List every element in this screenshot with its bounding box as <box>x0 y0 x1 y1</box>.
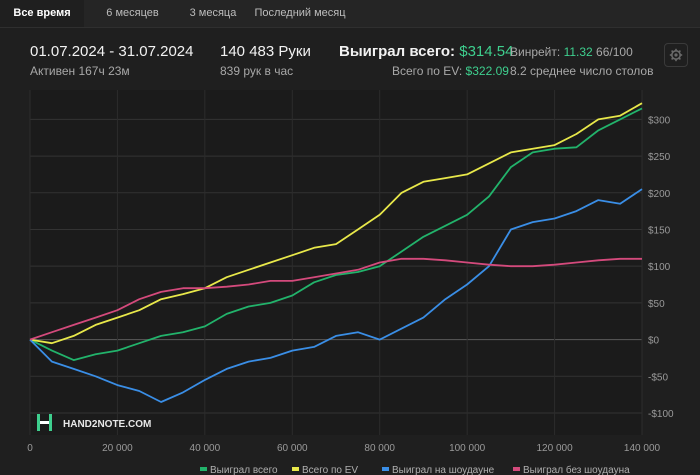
y-tick-label: $250 <box>648 152 671 163</box>
profit-chart: $300 $250 $200 $150 $100 $50 $0 -$50 -$100 0 20 00… <box>27 90 674 475</box>
tab-6-months[interactable]: 6 месяцев <box>106 7 159 19</box>
gear-icon <box>669 48 683 62</box>
x-tick-label: 100 000 <box>449 443 486 454</box>
tab-3-months[interactable]: 3 месяца <box>189 7 237 19</box>
legend-item-2[interactable]: Выиграл на шоудауне <box>392 465 495 475</box>
winrate: Винрейт: 11.32 66/100 <box>510 45 633 59</box>
legend-item-0[interactable]: Выиграл всего <box>210 465 278 475</box>
x-tick-label: 0 <box>27 443 33 454</box>
x-tick-label: 20 000 <box>102 443 133 454</box>
winrate-suffix: 66/100 <box>596 45 633 59</box>
winrate-label: Винрейт: <box>510 45 561 59</box>
x-tick-label: 80 000 <box>364 443 395 454</box>
hands-count: 140 483 Руки <box>220 43 311 60</box>
period-tabs: Все время 6 месяцев 3 месяца Последний м… <box>0 0 700 28</box>
legend-swatch <box>382 467 389 471</box>
x-tick-label: 120 000 <box>536 443 573 454</box>
series-line-0 <box>29 107 643 361</box>
y-tick-label: -$50 <box>648 372 668 383</box>
y-tick-label: -$100 <box>648 409 674 420</box>
won-total: Выиграл всего: $314.54 <box>339 43 513 60</box>
series-line-2 <box>29 188 643 403</box>
y-tick-label: $150 <box>648 225 671 236</box>
hands-per-hour: 839 рук в час <box>220 64 294 78</box>
active-time: Активен 167ч 23м <box>30 64 130 78</box>
y-tick-label: $100 <box>648 262 671 273</box>
x-tick-label: 60 000 <box>277 443 308 454</box>
y-tick-label: $0 <box>648 336 660 347</box>
avg-tables: 8.2 среднее число столов <box>510 64 654 78</box>
series-line-1 <box>29 102 643 345</box>
plot-area <box>30 90 642 435</box>
stats-panel: 01.07.2024 - 31.07.2024 Активен 167ч 23м… <box>0 43 700 83</box>
x-tick-label: 40 000 <box>190 443 221 454</box>
y-tick-label: $300 <box>648 115 671 126</box>
ev-label: Всего по EV: <box>392 64 463 78</box>
ev-value: $322.09 <box>465 64 509 78</box>
date-range: 01.07.2024 - 31.07.2024 <box>30 43 194 60</box>
ev-total: Всего по EV: $322.09 <box>392 64 509 78</box>
legend-item-1[interactable]: Всего по EV <box>302 465 358 475</box>
won-value: $314.54 <box>459 43 514 60</box>
y-tick-label: $200 <box>648 189 671 200</box>
settings-button[interactable] <box>664 43 688 67</box>
legend-item-3[interactable]: Выиграл без шоудауна <box>523 464 630 475</box>
legend-swatch <box>200 467 207 471</box>
x-tick-label: 140 000 <box>624 443 661 454</box>
winrate-value: 11.32 <box>563 45 593 59</box>
won-label: Выиграл всего: <box>339 43 456 60</box>
watermark-text: HAND2NOTE.COM <box>63 419 151 430</box>
tab-all-time[interactable]: Все время <box>0 0 84 27</box>
series-line-3 <box>29 257 642 341</box>
y-tick-label: $50 <box>648 299 665 310</box>
hand2note-logo: HAND2NOTE.COM <box>37 414 151 431</box>
legend-swatch <box>292 467 299 471</box>
legend-swatch <box>513 467 520 471</box>
tab-last-month[interactable]: Последний месяц <box>254 7 346 19</box>
